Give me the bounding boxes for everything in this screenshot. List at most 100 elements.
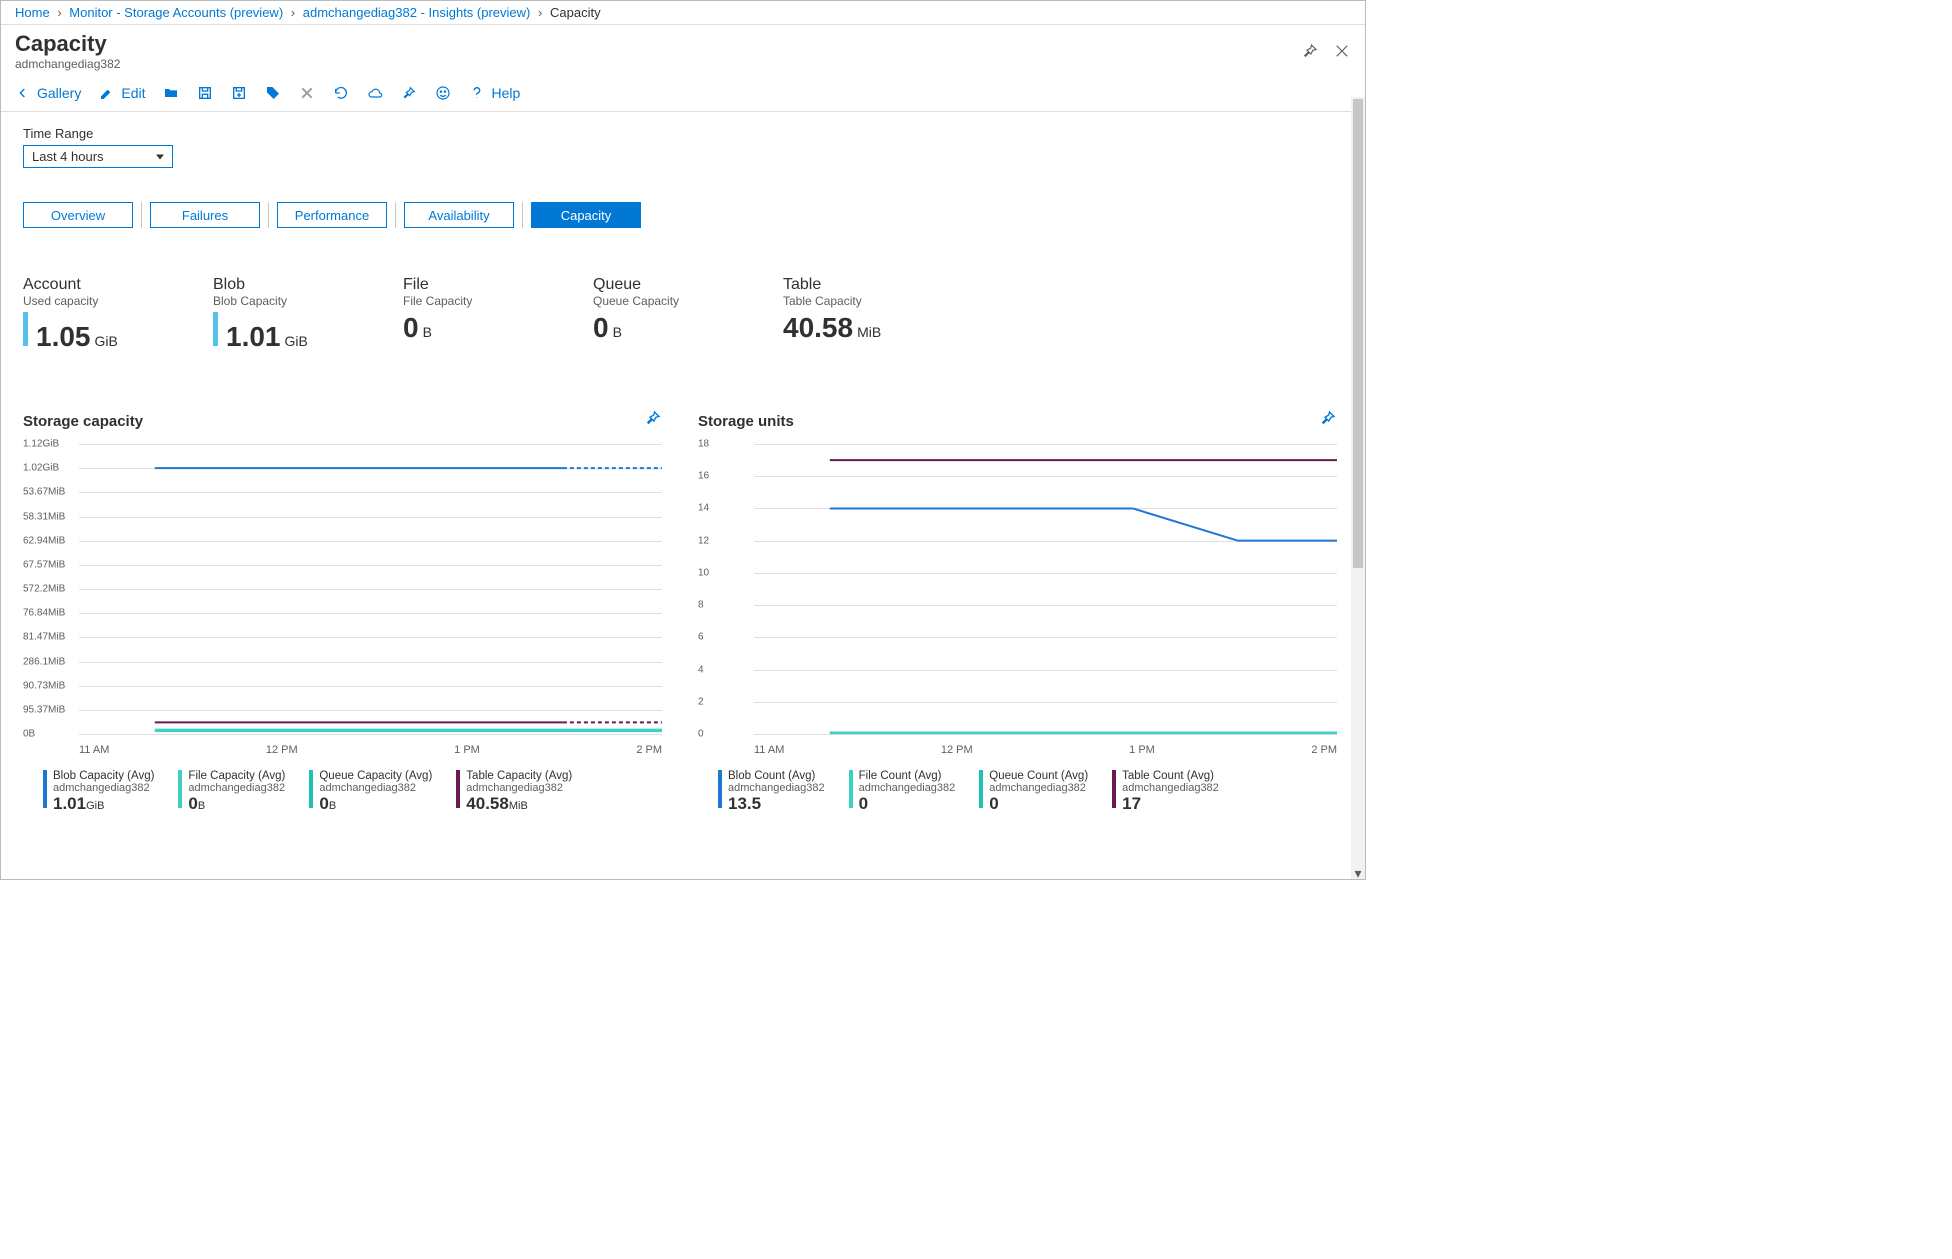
pin-chart-icon[interactable] xyxy=(1319,409,1337,427)
metric-sub: Blob Capacity xyxy=(213,294,333,308)
legend-item: File Count (Avg)admchangediag3820 xyxy=(849,770,956,814)
tab-overview[interactable]: Overview xyxy=(23,202,133,228)
chart-legend: Blob Capacity (Avg)admchangediag3821.01G… xyxy=(43,770,668,814)
time-range-select[interactable]: Last 4 hours xyxy=(23,145,173,168)
metric-sub: Table Capacity xyxy=(783,294,903,308)
chart-xaxis: 11 AM 12 PM 1 PM 2 PM xyxy=(79,744,662,756)
crumb-monitor[interactable]: Monitor - Storage Accounts (preview) xyxy=(69,5,283,20)
legend-label: Queue Count (Avg) xyxy=(989,770,1088,782)
edit-label: Edit xyxy=(121,85,145,101)
help-button[interactable]: Help xyxy=(469,85,520,101)
legend-sub: admchangediag382 xyxy=(319,782,432,794)
pin-chart-icon[interactable] xyxy=(644,409,662,427)
metric-title: Blob xyxy=(213,276,333,294)
time-range-value: Last 4 hours xyxy=(32,149,104,164)
save-icon[interactable] xyxy=(197,85,213,101)
ytick-label: 0B xyxy=(23,729,35,740)
metric-bar xyxy=(23,312,28,346)
tab-performance[interactable]: Performance xyxy=(277,202,387,228)
edit-button[interactable]: Edit xyxy=(99,85,145,101)
crumb-sep: › xyxy=(57,5,61,20)
metric-value: 1.01 xyxy=(226,321,281,353)
legend-value: 0 xyxy=(859,794,868,813)
legend-sub: admchangediag382 xyxy=(53,782,154,794)
ytick-label: 62.94MiB xyxy=(23,535,65,546)
content-area: Time Range Last 4 hours Overview Failure… xyxy=(1,112,1365,890)
metric-unit: B xyxy=(613,324,622,340)
legend-color-bar xyxy=(456,770,460,808)
ytick-label: 1.02GiB xyxy=(23,463,59,474)
tab-capacity[interactable]: Capacity xyxy=(531,202,641,228)
vertical-scrollbar[interactable]: ▴ ▾ xyxy=(1351,97,1365,879)
metric-value: 0 xyxy=(403,312,419,344)
metric-unit: B xyxy=(423,324,432,340)
legend-label: Table Capacity (Avg) xyxy=(466,770,572,782)
ytick-label: 90.73MiB xyxy=(23,680,65,691)
pin-icon[interactable] xyxy=(1301,42,1319,60)
tag-icon[interactable] xyxy=(265,85,281,101)
ytick-label: 1.12GiB xyxy=(23,439,59,450)
metric-blob: Blob Blob Capacity 1.01 GiB xyxy=(213,276,333,353)
close-icon[interactable] xyxy=(1333,42,1351,60)
ytick-label: 18 xyxy=(698,439,709,450)
xtick-label: 2 PM xyxy=(636,744,662,756)
legend-unit: GiB xyxy=(86,800,104,812)
legend-sub: admchangediag382 xyxy=(728,782,825,794)
open-folder-icon[interactable] xyxy=(163,85,179,101)
metric-account: Account Used capacity 1.05 GiB xyxy=(23,276,143,353)
scroll-down-icon[interactable]: ▾ xyxy=(1351,865,1365,879)
legend-color-bar xyxy=(718,770,722,808)
chart-plot: 181614121086420 xyxy=(698,440,1343,740)
legend-unit: MiB xyxy=(509,800,528,812)
metric-sub: Queue Capacity xyxy=(593,294,713,308)
legend-item: Table Count (Avg)admchangediag38217 xyxy=(1112,770,1219,814)
save-as-icon[interactable] xyxy=(231,85,247,101)
clear-icon[interactable] xyxy=(299,85,315,101)
metric-sub: File Capacity xyxy=(403,294,523,308)
legend-color-bar xyxy=(979,770,983,808)
legend-value: 40.58 xyxy=(466,794,509,813)
ytick-label: 2 xyxy=(698,696,704,707)
crumb-insights[interactable]: admchangediag382 - Insights (preview) xyxy=(303,5,531,20)
tab-sep xyxy=(522,202,523,228)
metric-value: 1.05 xyxy=(36,321,91,353)
metric-bar xyxy=(213,312,218,346)
legend-unit: B xyxy=(329,800,336,812)
xtick-label: 1 PM xyxy=(1129,744,1155,756)
metric-title: File xyxy=(403,276,523,294)
cloud-icon[interactable] xyxy=(367,85,383,101)
ytick-label: 286.1MiB xyxy=(23,656,65,667)
chart-title: Storage capacity xyxy=(23,413,668,430)
tabs: Overview Failures Performance Availabili… xyxy=(23,202,1343,228)
xtick-label: 11 AM xyxy=(754,744,784,756)
toolbar: Gallery Edit Help xyxy=(1,79,1365,112)
crumb-home[interactable]: Home xyxy=(15,5,50,20)
metric-title: Table xyxy=(783,276,903,294)
metric-sub: Used capacity xyxy=(23,294,143,308)
metric-unit: GiB xyxy=(95,333,118,349)
smile-icon[interactable] xyxy=(435,85,451,101)
refresh-icon[interactable] xyxy=(333,85,349,101)
xtick-label: 12 PM xyxy=(266,744,298,756)
gallery-button[interactable]: Gallery xyxy=(15,85,81,101)
crumb-sep: › xyxy=(538,5,542,20)
legend-color-bar xyxy=(43,770,47,808)
scroll-thumb[interactable] xyxy=(1353,99,1363,568)
ytick-label: 53.67MiB xyxy=(23,487,65,498)
ytick-label: 572.2MiB xyxy=(23,584,65,595)
metric-value: 0 xyxy=(593,312,609,344)
metric-unit: GiB xyxy=(285,333,308,349)
legend-label: Blob Capacity (Avg) xyxy=(53,770,154,782)
ytick-label: 58.31MiB xyxy=(23,511,65,522)
xtick-label: 11 AM xyxy=(79,744,109,756)
legend-color-bar xyxy=(1112,770,1116,808)
ytick-label: 76.84MiB xyxy=(23,608,65,619)
tab-failures[interactable]: Failures xyxy=(150,202,260,228)
metric-value: 40.58 xyxy=(783,312,853,344)
tab-availability[interactable]: Availability xyxy=(404,202,514,228)
time-range-label: Time Range xyxy=(23,126,1343,141)
legend-item: Blob Count (Avg)admchangediag38213.5 xyxy=(718,770,825,814)
xtick-label: 1 PM xyxy=(454,744,480,756)
legend-item: Blob Capacity (Avg)admchangediag3821.01G… xyxy=(43,770,154,814)
pin-toolbar-icon[interactable] xyxy=(401,85,417,101)
